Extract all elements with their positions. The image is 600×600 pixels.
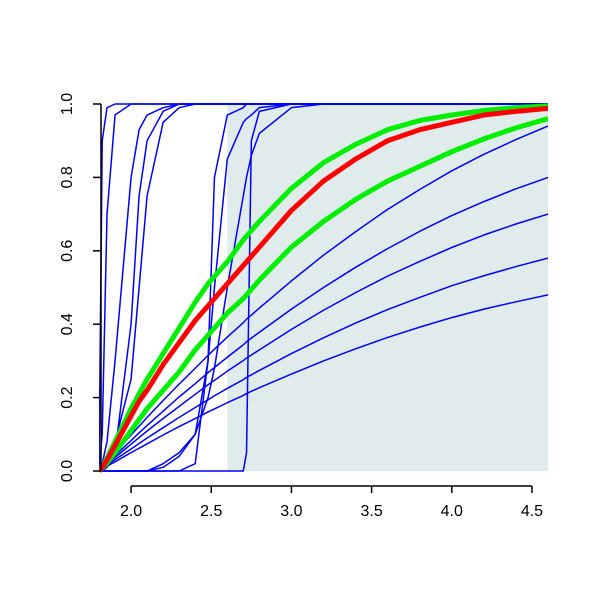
curve [99,105,548,473]
curve [99,294,548,472]
y-tick-label: 0.2 [59,386,76,408]
curve [99,213,548,472]
y-tick-label: 0.4 [59,313,76,335]
y-tick-label: 0.8 [59,166,76,188]
x-tick-label: 4.5 [521,503,543,520]
axes: 0.0 0.2 0.4 0.6 0.8 1.0 2.0 2.5 3.0 3.5 4.0 4.5 [59,93,543,520]
curve [99,103,548,473]
x-tick-label: 2.5 [200,503,222,520]
curve [99,176,548,472]
curve [99,103,548,472]
curve [99,116,548,473]
plot-area [99,103,548,473]
x-tick-label: 3.0 [280,503,302,520]
curve [99,125,548,472]
x-tick-label: 3.5 [360,503,382,520]
y-tick-label: 0.0 [59,460,76,482]
x-tick-label: 2.0 [120,503,142,520]
curve [99,257,548,472]
x-tick-label: 4.0 [441,503,463,520]
shaded-region [227,104,548,471]
y-tick-label: 0.6 [59,240,76,262]
y-tick-label: 1.0 [59,93,76,115]
